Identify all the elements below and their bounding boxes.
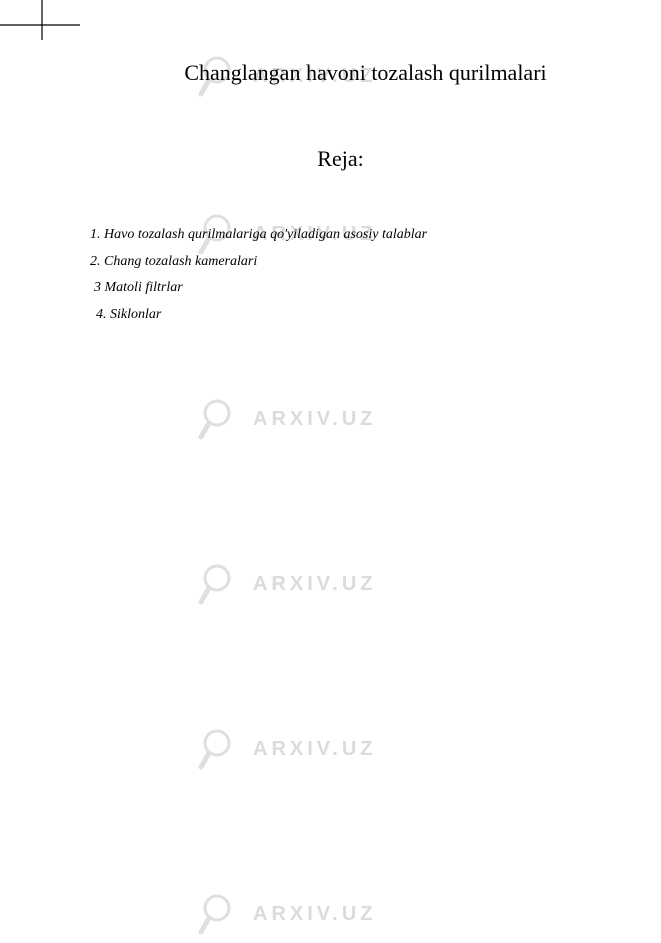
plan-list: 1. Havo tozalash qurilmalariga qo'yiladi… bbox=[90, 222, 591, 328]
document-subtitle: Reja: bbox=[90, 146, 591, 172]
list-item: 3 Matoli filtrlar bbox=[90, 275, 591, 302]
watermark: ARXIV.UZ bbox=[195, 725, 377, 773]
magnifier-icon bbox=[195, 890, 243, 938]
watermark: ARXIV.UZ bbox=[195, 890, 377, 938]
list-item: 2. Chang tozalash kameralari bbox=[90, 249, 591, 276]
list-item: 1. Havo tozalash qurilmalariga qo'yiladi… bbox=[90, 222, 591, 249]
watermark: ARXIV.UZ bbox=[195, 395, 377, 443]
watermark-text: ARXIV.UZ bbox=[253, 903, 377, 926]
magnifier-icon bbox=[195, 560, 243, 608]
magnifier-icon bbox=[195, 725, 243, 773]
watermark: ARXIV.UZ bbox=[195, 560, 377, 608]
magnifier-icon bbox=[195, 395, 243, 443]
watermark-text: ARXIV.UZ bbox=[253, 738, 377, 761]
page-content: Changlangan havoni tozalash qurilmalari … bbox=[0, 0, 661, 328]
watermark-text: ARXIV.UZ bbox=[253, 573, 377, 596]
list-item: 4. Siklonlar bbox=[90, 302, 591, 329]
document-title: Changlangan havoni tozalash qurilmalari bbox=[140, 60, 591, 86]
watermark-text: ARXIV.UZ bbox=[253, 408, 377, 431]
